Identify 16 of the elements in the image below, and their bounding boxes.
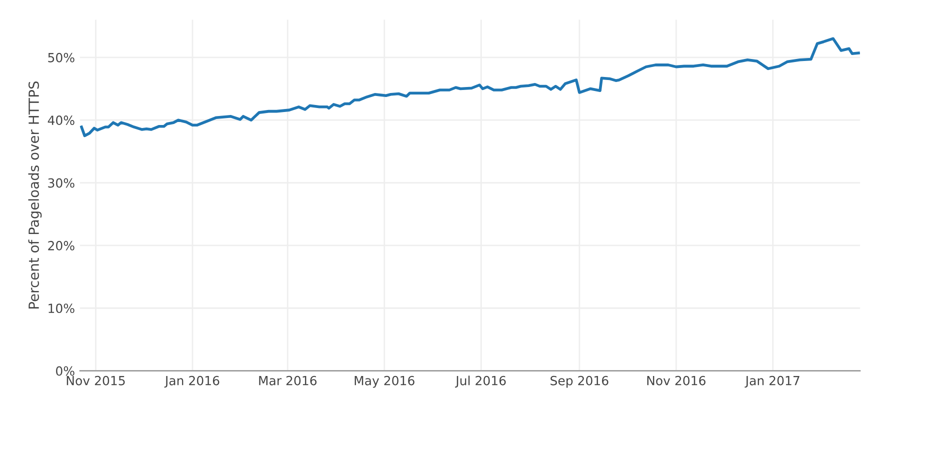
x-tick-label: Nov 2016 [647, 376, 706, 386]
x-tick-label: Jan 2016 [164, 376, 220, 388]
x-tick-label: May 2016 [354, 376, 414, 388]
y-tick-label: 10% [48, 304, 74, 314]
y-tick-label: 0% [56, 366, 74, 376]
y-tick-label: 50% [48, 52, 74, 62]
line-series [80, 37, 860, 138]
y-tick-label: 30% [48, 178, 74, 188]
x-tick-label: Nov 2015 [66, 376, 125, 386]
y-axis-title: Percent of Pageloads over HTTPS [28, 81, 42, 309]
x-tick-label: Jul 2016 [455, 376, 506, 388]
y-tick-label: 20% [48, 240, 74, 250]
x-tick-label: Jan 2017 [744, 376, 800, 388]
x-tick-label: Mar 2016 [259, 376, 317, 386]
x-tick-label: Sep 2016 [550, 376, 608, 388]
y-tick-label: 40% [48, 116, 74, 126]
